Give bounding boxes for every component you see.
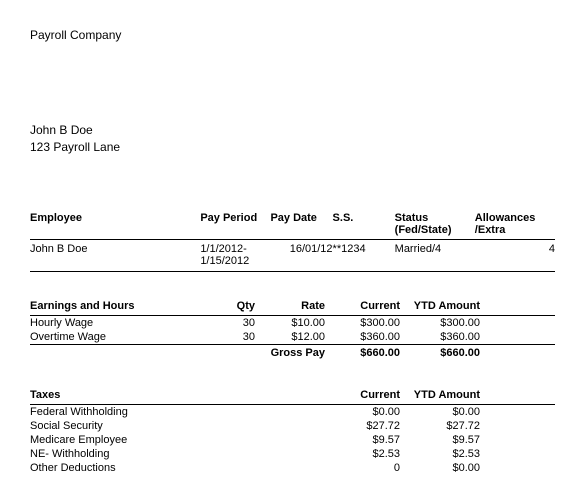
earn-label: Hourly Wage (30, 315, 200, 330)
cell-allowances: 4 (475, 239, 555, 271)
col-current: Current (325, 298, 400, 316)
taxes-row: Social Security $27.72$27.72 (30, 419, 555, 433)
col-allowances: Allowances /Extra (475, 210, 555, 240)
taxes-col-current: Current (325, 387, 400, 405)
gross-label: Gross Pay (255, 344, 325, 361)
earn-qty: 30 (200, 315, 255, 330)
tax-ytd: $9.57 (400, 433, 480, 447)
col-pay-date: Pay Date (270, 210, 332, 240)
col-employee: Employee (30, 210, 200, 240)
tax-label: Social Security (30, 419, 200, 433)
col-rate: Rate (255, 298, 325, 316)
taxes-row: NE- Withholding $2.53$2.53 (30, 447, 555, 461)
company-name: Payroll Company (30, 28, 555, 42)
earn-current: $300.00 (325, 315, 400, 330)
col-ss: S.S. (333, 210, 395, 240)
recipient-address: 123 Payroll Lane (30, 139, 555, 156)
tax-ytd: $0.00 (400, 461, 480, 475)
earn-current: $360.00 (325, 330, 400, 345)
gross-current: $660.00 (325, 344, 400, 361)
col-qty: Qty (200, 298, 255, 316)
cell-status: Married/4 (395, 239, 475, 271)
cell-ss: **1234 (333, 239, 395, 271)
employee-table: Employee Pay Period Pay Date S.S. Status… (30, 210, 555, 272)
tax-current: $9.57 (325, 433, 400, 447)
tax-ytd: $2.53 (400, 447, 480, 461)
recipient-block: John B Doe 123 Payroll Lane (30, 122, 555, 156)
earn-ytd: $300.00 (400, 315, 480, 330)
cell-pay-date: 16/01/12 (270, 239, 332, 271)
earn-ytd: $360.00 (400, 330, 480, 345)
earnings-table: Earnings and Hours Qty Rate Current YTD … (30, 298, 555, 361)
taxes-table: Taxes Current YTD Amount Federal Withhol… (30, 387, 555, 475)
earn-label: Overtime Wage (30, 330, 200, 345)
tax-ytd: $27.72 (400, 419, 480, 433)
taxes-row: Medicare Employee $9.57$9.57 (30, 433, 555, 447)
taxes-col-ytd: YTD Amount (400, 387, 480, 405)
earnings-row: Hourly Wage30$10.00$300.00$300.00 (30, 315, 555, 330)
cell-employee: John B Doe (30, 239, 200, 271)
earn-rate: $10.00 (255, 315, 325, 330)
col-ytd: YTD Amount (400, 298, 480, 316)
taxes-title: Taxes (30, 387, 200, 405)
earn-qty: 30 (200, 330, 255, 345)
tax-current: $2.53 (325, 447, 400, 461)
taxes-row: Federal Withholding $0.00$0.00 (30, 404, 555, 419)
earn-rate: $12.00 (255, 330, 325, 345)
col-status: Status (Fed/State) (395, 210, 475, 240)
earnings-title: Earnings and Hours (30, 298, 200, 316)
tax-label: Medicare Employee (30, 433, 200, 447)
tax-ytd: $0.00 (400, 404, 480, 419)
tax-current: 0 (325, 461, 400, 475)
cell-pay-period: 1/1/2012-1/15/2012 (200, 239, 270, 271)
earnings-row: Overtime Wage30$12.00$360.00$360.00 (30, 330, 555, 345)
gross-ytd: $660.00 (400, 344, 480, 361)
taxes-row: Other Deductions 0$0.00 (30, 461, 555, 475)
recipient-name: John B Doe (30, 122, 555, 139)
tax-label: Other Deductions (30, 461, 200, 475)
tax-current: $27.72 (325, 419, 400, 433)
tax-label: NE- Withholding (30, 447, 200, 461)
tax-label: Federal Withholding (30, 404, 200, 419)
tax-current: $0.00 (325, 404, 400, 419)
col-pay-period: Pay Period (200, 210, 270, 240)
